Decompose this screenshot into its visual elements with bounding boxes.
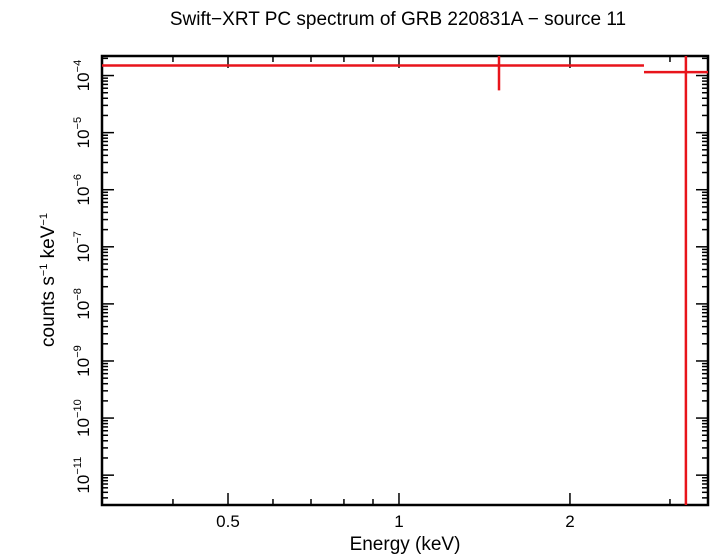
x-tick-label: 2: [565, 512, 574, 531]
y-tick-label-exp: −7: [72, 231, 84, 244]
y-tick-label: 10−5: [72, 117, 93, 148]
y-tick-label-base: 10: [74, 129, 93, 148]
data-series: [102, 56, 708, 505]
y-tick-label-base: 10: [74, 187, 93, 206]
x-tick-label: 0.5: [216, 512, 240, 531]
y-tick-label-exp: −5: [72, 117, 84, 130]
y-tick-label-exp: −10: [72, 399, 84, 418]
y-tick-label-base: 10: [74, 72, 93, 91]
y-tick-label-base: 10: [74, 358, 93, 377]
y-tick-label: 10−7: [72, 231, 93, 262]
y-tick-label-base: 10: [74, 244, 93, 263]
chart-title: Swift−XRT PC spectrum of GRB 220831A − s…: [170, 9, 626, 30]
y-tick-label-exp: −11: [72, 457, 84, 475]
y-tick-label: 10−4: [72, 60, 93, 91]
x-axis-label: Energy (keV): [350, 534, 461, 555]
y-tick-label: 10−11: [72, 457, 93, 494]
y-tick-label-exp: −9: [72, 345, 84, 358]
plot-frame: [100, 54, 710, 507]
y-tick-label: 10−10: [72, 399, 93, 437]
data-point: [643, 56, 708, 505]
y-tick-label: 10−6: [72, 174, 93, 205]
y-tick-label-base: 10: [74, 301, 93, 320]
x-axis-tick-labels: 0.5 1 2: [216, 512, 575, 531]
y-axis-label-exp1: −1: [38, 264, 50, 277]
x-axis-ticks: [101, 56, 671, 505]
y-tick-label-exp: −6: [72, 174, 84, 187]
y-axis-label-exp2: −1: [38, 213, 50, 226]
y-tick-label-base: 10: [74, 475, 93, 494]
y-tick-label: 10−8: [72, 288, 93, 319]
data-point: [102, 56, 644, 91]
y-tick-label: 10−9: [72, 345, 93, 376]
y-axis-label-mid: keV: [38, 225, 59, 263]
y-axis-label: counts s−1 keV−1: [38, 213, 59, 347]
x-tick-label: 1: [394, 512, 403, 531]
y-axis-ticks: [102, 57, 708, 506]
y-tick-label-exp: −8: [72, 288, 84, 301]
y-axis-label-base: counts s: [38, 276, 59, 347]
y-tick-label-exp: −4: [72, 60, 84, 73]
y-tick-label-base: 10: [74, 418, 93, 437]
